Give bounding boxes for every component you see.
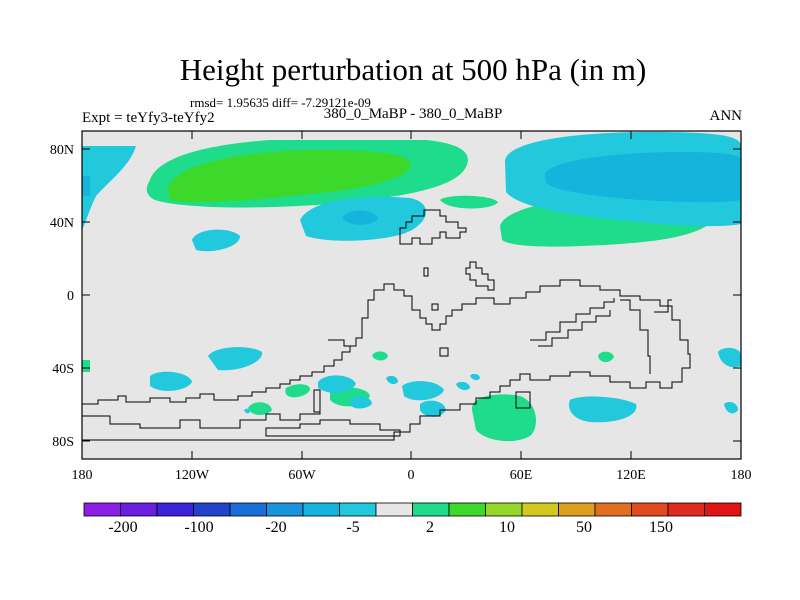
x-tick-label: 60E xyxy=(510,468,533,483)
contour-neg-south-atlantic-east xyxy=(402,381,444,401)
colorbar-swatch xyxy=(302,502,340,517)
contour-neg-southern-ocean-drake xyxy=(350,396,372,409)
colorbar-swatch xyxy=(83,502,121,517)
colorbar-label: 10 xyxy=(499,519,515,536)
axis-ticks xyxy=(81,131,742,459)
colorbar-swatch xyxy=(193,502,231,517)
contour-pos-drake xyxy=(248,402,272,415)
colorbar-label: 50 xyxy=(576,519,592,536)
coastline-north-laurussia xyxy=(399,209,467,245)
coastline-south-gondwana-coast xyxy=(515,391,531,409)
x-tick-label: 180 xyxy=(731,468,752,483)
contour-neg-small-d xyxy=(244,408,250,414)
coastline-interior-lake xyxy=(265,419,401,437)
y-tick-label: 40N xyxy=(50,216,74,231)
colorbar-swatch xyxy=(229,502,267,517)
colorbar-labels: -200 -100 -20 -5 2 10 50 150 xyxy=(108,519,673,536)
contour-neg-south-pacific-west xyxy=(150,371,192,391)
contour-neg-small-c xyxy=(386,375,398,385)
colorbar-swatch xyxy=(266,502,304,517)
contour-pos-atlantic-small xyxy=(368,184,402,196)
x-tick-label: 120W xyxy=(175,468,210,483)
contour-neg-tasmania xyxy=(724,402,738,414)
colorbar-label: -100 xyxy=(184,519,213,536)
land-outlines xyxy=(82,209,691,441)
y-tick-label: 80N xyxy=(50,143,74,158)
coastline-small-isle-a xyxy=(431,303,439,311)
contour-pos-south-pacific xyxy=(285,384,310,398)
contour-neg-north-pacific-small xyxy=(192,229,240,252)
colorbar-swatch xyxy=(521,502,559,517)
colorbar-swatch xyxy=(375,502,413,517)
contour-fields xyxy=(82,131,741,442)
rmsd-diff-stats: rmsd= 1.95635 diff= -7.29121e-09 xyxy=(190,95,371,110)
contour-neg-small-b xyxy=(470,373,480,381)
colorbar-swatch xyxy=(120,502,158,517)
contour-pos-south-america xyxy=(372,351,388,361)
y-tick-label: 80S xyxy=(52,435,74,450)
contour-neg-small-a xyxy=(456,381,470,391)
coastline-small-isle-c xyxy=(313,389,321,413)
coastline-west-strip xyxy=(328,339,352,347)
colorbar-label: -20 xyxy=(265,519,286,536)
coastline-south-pole xyxy=(82,410,321,429)
colorbar-swatch xyxy=(704,502,742,517)
colorbar-swatch xyxy=(339,502,377,517)
contour-neg-south-west-pacific xyxy=(718,347,741,368)
colorbar-label: -200 xyxy=(108,519,137,536)
colorbar-swatch xyxy=(667,502,705,517)
coastline-arm-ne-inner xyxy=(538,310,611,347)
coastline-east-peak xyxy=(654,299,672,313)
x-tick-label: 60W xyxy=(288,468,316,483)
coastline-east-gondwana xyxy=(620,299,651,374)
colorbar-swatch xyxy=(412,502,450,517)
contour-pos-tasman xyxy=(82,360,90,372)
colorbar-swatch xyxy=(594,502,632,517)
colorbar-swatch xyxy=(485,502,523,517)
y-tick-label: 0 xyxy=(67,289,74,304)
colorbar-label: -5 xyxy=(346,519,359,536)
contour-neg-south-atlantic-west xyxy=(318,375,356,393)
contour-pos-south-indian xyxy=(598,351,614,363)
contour-neg-west-core xyxy=(82,176,90,196)
contour-neg-north-asia-core xyxy=(545,152,741,203)
experiment-label: Expt = teYfy3-teYfy2 xyxy=(82,110,215,126)
coastline-mid-east xyxy=(439,347,449,357)
season-label: ANN xyxy=(709,108,743,124)
colorbar-swatch xyxy=(156,502,194,517)
contour-pos-southern-africa xyxy=(471,394,536,442)
contour-neg-south-indian xyxy=(568,396,637,423)
coastline-gondwana-main xyxy=(82,279,691,441)
chart-title: Height perturbation at 500 hPa (in m) xyxy=(179,52,647,87)
contour-neg-southeast-pacific xyxy=(208,347,263,371)
contour-pos-atlantic-west xyxy=(440,195,498,209)
colorbar-swatch xyxy=(631,502,669,517)
contour-pos-north-pacific-core xyxy=(168,150,411,203)
colorbar-swatch xyxy=(448,502,486,517)
coastline-small-isle-b xyxy=(423,267,429,277)
contour-neg-north-atlantic-core xyxy=(342,210,378,225)
period-label: 380_0_MaBP - 380_0_MaBP xyxy=(323,106,503,122)
y-tick-label: 40S xyxy=(52,362,74,377)
coastline-arm-ne xyxy=(530,298,615,341)
x-tick-label: 120E xyxy=(616,468,646,483)
colorbar-swatch xyxy=(558,502,596,517)
contour-neg-west-edge xyxy=(82,146,136,230)
colorbar-label: 150 xyxy=(649,519,673,536)
x-tick-label: 180 xyxy=(72,468,93,483)
coastline-small-north xyxy=(465,261,495,291)
colorbar xyxy=(83,502,742,517)
colorbar-label: 2 xyxy=(426,519,434,536)
x-tick-label: 0 xyxy=(408,468,415,483)
